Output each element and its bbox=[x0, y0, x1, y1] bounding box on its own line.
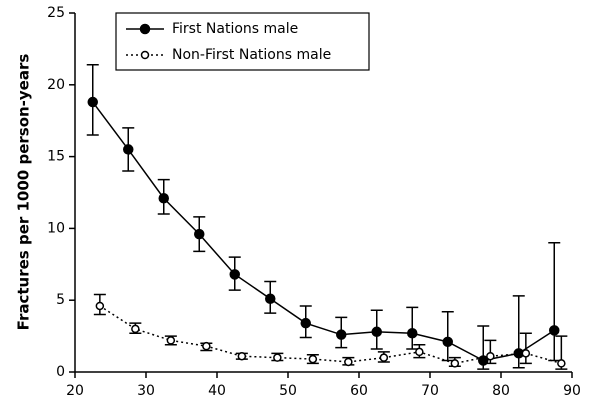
marker bbox=[202, 341, 211, 351]
marker bbox=[131, 324, 140, 334]
legend-label: First Nations male bbox=[172, 21, 298, 37]
marker bbox=[123, 144, 134, 155]
series-line bbox=[99, 305, 562, 365]
error-bar bbox=[519, 332, 532, 365]
marker bbox=[336, 329, 347, 340]
marker bbox=[442, 336, 453, 348]
marker bbox=[139, 23, 151, 35]
x-tick-label: 50 bbox=[279, 383, 297, 399]
marker bbox=[371, 326, 382, 338]
marker bbox=[194, 228, 205, 240]
marker bbox=[158, 192, 169, 204]
marker bbox=[549, 325, 560, 336]
marker bbox=[237, 351, 247, 361]
x-tick-label: 70 bbox=[421, 383, 439, 399]
y-tick-label: 10 bbox=[47, 220, 65, 236]
legend-label: Non-First Nations male bbox=[172, 47, 331, 63]
marker bbox=[229, 269, 240, 280]
marker bbox=[166, 336, 176, 345]
marker bbox=[95, 301, 105, 311]
y-tick-label: 0 bbox=[56, 364, 65, 380]
marker bbox=[87, 96, 98, 108]
legend-box bbox=[115, 12, 370, 71]
marker bbox=[265, 293, 276, 305]
x-tick-label: 20 bbox=[66, 383, 84, 399]
marker bbox=[557, 359, 566, 368]
x-tick-label: 40 bbox=[208, 383, 226, 399]
y-tick-label: 5 bbox=[56, 292, 65, 308]
marker bbox=[407, 327, 418, 339]
x-tick-label: 30 bbox=[137, 383, 155, 399]
error-bar bbox=[548, 242, 561, 362]
y-tick-label: 20 bbox=[47, 77, 65, 93]
x-tick-label: 60 bbox=[350, 383, 368, 399]
marker bbox=[140, 50, 150, 60]
marker bbox=[308, 354, 318, 364]
marker bbox=[379, 353, 389, 362]
x-tick-label: 90 bbox=[563, 383, 581, 399]
marker bbox=[300, 317, 311, 329]
marker bbox=[521, 349, 531, 358]
marker bbox=[486, 351, 495, 361]
y-tick-label: 15 bbox=[47, 149, 65, 165]
y-axis-label: Fractures per 1000 person-years bbox=[15, 54, 33, 331]
marker bbox=[344, 357, 353, 367]
series-line bbox=[92, 101, 555, 362]
y-tick-label: 25 bbox=[47, 5, 65, 21]
error-bar bbox=[441, 310, 454, 362]
legend: First Nations male Non-First Nations male bbox=[115, 12, 370, 71]
x-tick-label: 80 bbox=[492, 383, 510, 399]
marker bbox=[450, 359, 460, 368]
marker bbox=[415, 347, 424, 357]
marker bbox=[273, 353, 282, 362]
